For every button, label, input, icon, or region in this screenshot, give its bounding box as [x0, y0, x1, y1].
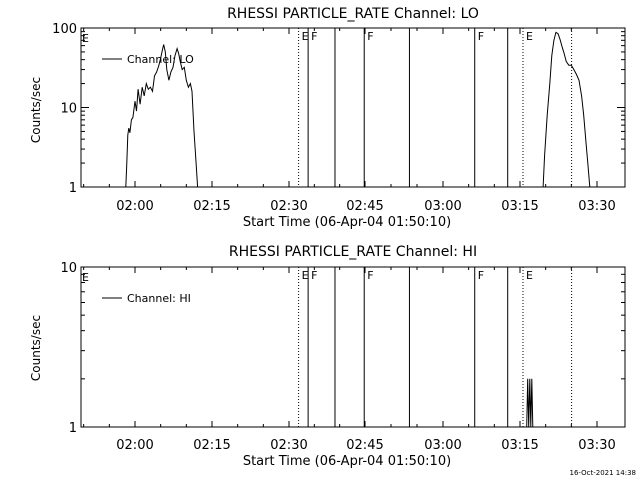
- panel2-event-label: F: [367, 269, 373, 282]
- panel2-series-line: [526, 378, 534, 427]
- panel2-event-label: F: [478, 269, 484, 282]
- panel1-y-tick-label: 100: [52, 22, 77, 37]
- panel2-event-label: E: [302, 269, 309, 282]
- panel1-corner-label: E: [82, 32, 89, 45]
- panel1-title: RHESSI PARTICLE_RATE Channel: LO: [227, 6, 479, 22]
- panel2-corner-label: E: [82, 271, 89, 284]
- panel1-y-tick-label: 10: [60, 102, 77, 117]
- panel1-x-tick-label: 03:30: [578, 199, 615, 214]
- panel1-x-tick-label: 02:30: [270, 199, 307, 214]
- panel1-group: RHESSI PARTICLE_RATE Channel: LO Start Ti…: [29, 6, 626, 230]
- panel1-event-label: F: [367, 30, 373, 43]
- panel1-x-tick-label: 02:15: [193, 199, 230, 214]
- panel2-x-tick-label: 02:30: [270, 438, 307, 453]
- panel2-x-tick-label: 02:45: [346, 438, 383, 453]
- panel2-x-tick-label: 02:15: [193, 438, 230, 453]
- panel1-x-axis-label: Start Time (06-Apr-04 01:50:10): [243, 215, 451, 230]
- panel1-x-tick-label: 03:00: [424, 199, 461, 214]
- panel2-group: RHESSI PARTICLE_RATE Channel: HI Start Ti…: [29, 244, 626, 469]
- panel1-x-tick-label: 02:00: [116, 199, 153, 214]
- panel1-y-axis-label: Counts/sec: [29, 77, 43, 143]
- panel2-title: RHESSI PARTICLE_RATE Channel: HI: [229, 244, 477, 260]
- panel2-x-axis-label: Start Time (06-Apr-04 01:50:10): [243, 454, 451, 469]
- panel1-x-tick-label: 02:45: [346, 199, 383, 214]
- panel1-y-tick-label: 1: [69, 181, 77, 196]
- panel2-event-label: E: [526, 269, 533, 282]
- panel2-y-axis-label: Counts/sec: [29, 315, 43, 381]
- panel2-x-tick-label: 03:00: [424, 438, 461, 453]
- panel2-x-tick-label: 03:15: [501, 438, 538, 453]
- panel2-event-label: F: [311, 269, 317, 282]
- panel1-event-label: F: [478, 30, 484, 43]
- panel1-x-tick-label: 03:15: [501, 199, 538, 214]
- panel1-series-line: [125, 44, 199, 187]
- panel2-x-tick-label: 03:30: [578, 438, 615, 453]
- panel2-y-tick-label: 10: [60, 261, 77, 276]
- panel1-series-line: [542, 31, 591, 187]
- panel2-x-tick-label: 02:00: [116, 438, 153, 453]
- panel2-plot-frame: [80, 266, 626, 428]
- panel1-event-label: E: [526, 30, 533, 43]
- panel1-plot-frame: [80, 27, 626, 188]
- panel2-legend-label: Channel: HI: [127, 292, 191, 305]
- panel2-y-tick-label: 1: [69, 421, 77, 436]
- panel1-event-label: E: [302, 30, 309, 43]
- panel1-event-label: F: [311, 30, 317, 43]
- footer-timestamp: 16-Oct-2021 14:38: [570, 469, 636, 477]
